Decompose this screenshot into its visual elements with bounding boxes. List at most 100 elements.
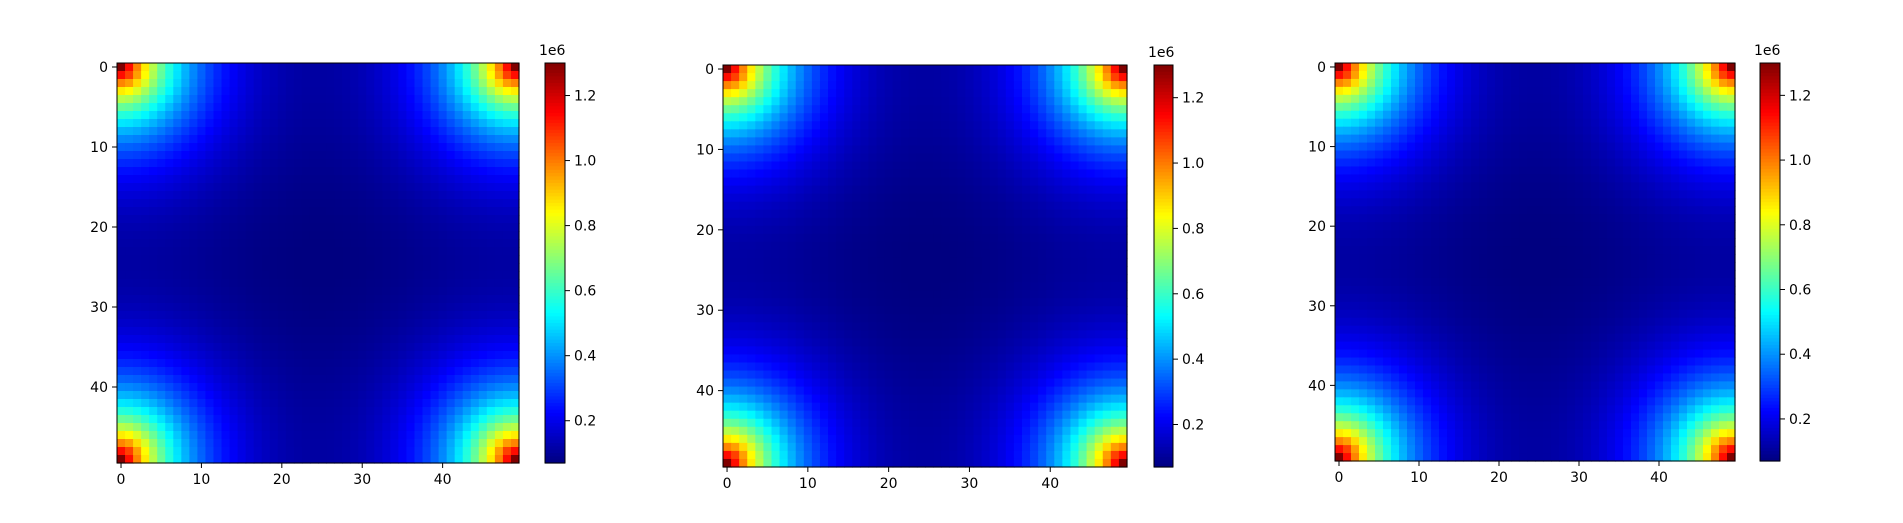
heatmap-cell — [125, 71, 134, 80]
heatmap-cell — [844, 153, 853, 163]
heatmap-cell — [390, 375, 399, 384]
heatmap-cell — [941, 169, 950, 179]
heatmap-cell — [438, 343, 448, 352]
heatmap-cell — [836, 322, 845, 331]
heatmap-cell — [165, 263, 174, 272]
heatmap-cell — [117, 215, 126, 224]
heatmap-cell — [494, 79, 504, 88]
heatmap-cell — [149, 199, 158, 208]
colorbar-segment — [545, 313, 565, 317]
heatmap-cell — [828, 153, 837, 163]
colorbar-segment — [545, 173, 565, 177]
heatmap-cell — [334, 135, 343, 144]
heatmap-cell — [860, 65, 870, 74]
heatmap-cell — [1070, 338, 1080, 347]
heatmap-cell — [213, 255, 223, 264]
heatmap-cell — [133, 207, 142, 216]
heatmap-cell — [334, 431, 343, 440]
heatmap-cell — [819, 378, 829, 388]
heatmap-cell — [803, 266, 813, 275]
heatmap-cell — [1013, 434, 1023, 444]
heatmap-cell — [1070, 177, 1080, 187]
heatmap-cell — [844, 298, 853, 307]
heatmap-cell — [277, 135, 287, 144]
heatmap-cell — [1102, 266, 1112, 275]
heatmap-cell — [739, 354, 748, 364]
heatmap-cell — [165, 151, 174, 160]
heatmap-cell — [406, 127, 416, 136]
colorbar-segment — [545, 306, 565, 311]
heatmap-cell — [486, 399, 496, 408]
heatmap-cell — [253, 215, 263, 224]
heatmap-cell — [779, 426, 789, 436]
heatmap-cell — [374, 431, 383, 440]
heatmap-cell — [852, 290, 861, 299]
heatmap-cell — [1078, 113, 1088, 122]
heatmap-cell — [293, 431, 303, 440]
colorbar-tick-label: 1.2 — [574, 89, 596, 105]
heatmap-cell — [470, 351, 480, 360]
heatmap-cell — [382, 359, 391, 368]
heatmap-cell — [269, 295, 279, 304]
heatmap-cell — [430, 287, 440, 296]
heatmap-cell — [173, 95, 182, 104]
heatmap-cell — [221, 183, 231, 192]
heatmap-cell — [852, 426, 861, 436]
heatmap-cell — [350, 255, 359, 264]
heatmap-cell — [1110, 193, 1120, 203]
heatmap-cell — [253, 127, 263, 136]
heatmap-cell — [1046, 330, 1055, 339]
heatmap-cell — [739, 426, 748, 436]
colorbar-segment — [545, 456, 565, 461]
heatmap-cell — [438, 423, 448, 432]
colorbar-segment — [545, 293, 565, 297]
heatmap-cell — [430, 351, 440, 360]
colorbar-segment — [545, 76, 565, 81]
heatmap-cell — [1030, 97, 1039, 106]
heatmap-cell — [1070, 290, 1080, 299]
heatmap-cell — [382, 159, 391, 168]
heatmap-cell — [989, 153, 999, 163]
heatmap-cell — [382, 135, 391, 144]
heatmap-cell — [844, 362, 853, 372]
heatmap-cell — [269, 239, 279, 248]
heatmap-cell — [1030, 217, 1039, 227]
heatmap-cell — [422, 327, 432, 336]
heatmap-cell — [125, 415, 134, 424]
heatmap-cell — [787, 257, 797, 267]
heatmap-cell — [462, 135, 472, 144]
heatmap-cell — [1005, 290, 1015, 299]
heatmap-cell — [221, 167, 231, 176]
heatmap-cell — [189, 111, 198, 120]
heatmap-cell — [1021, 378, 1031, 388]
heatmap-cell — [213, 159, 223, 168]
heatmap-cell — [1046, 249, 1055, 259]
heatmap-cell — [860, 217, 870, 227]
heatmap-cell — [1110, 145, 1120, 155]
heatmap-cell — [173, 367, 182, 376]
heatmap-cell — [795, 410, 805, 420]
heatmap-cell — [165, 319, 174, 328]
heatmap-cell — [852, 153, 861, 163]
heatmap-cell — [350, 63, 359, 72]
heatmap-cell — [502, 407, 512, 416]
heatmap-cell — [1021, 153, 1031, 163]
heatmap-cell — [997, 298, 1007, 307]
colorbar-segment — [545, 206, 565, 211]
heatmap-cell — [494, 415, 504, 424]
heatmap-cell — [1078, 121, 1088, 130]
heatmap-cell — [1110, 322, 1120, 331]
heatmap-cell — [350, 151, 359, 160]
heatmap-cell — [787, 290, 797, 299]
heatmap-cell — [819, 370, 829, 380]
heatmap-cell — [205, 183, 215, 192]
heatmap-cell — [221, 191, 231, 200]
heatmap-cell — [285, 255, 295, 264]
heatmap-cell — [502, 399, 512, 408]
heatmap-cell — [868, 362, 878, 372]
heatmap-cell — [285, 159, 295, 168]
heatmap-cell — [949, 314, 958, 323]
heatmap-cell — [1070, 65, 1080, 74]
heatmap-cell — [133, 239, 142, 248]
heatmap-cell — [957, 89, 966, 98]
